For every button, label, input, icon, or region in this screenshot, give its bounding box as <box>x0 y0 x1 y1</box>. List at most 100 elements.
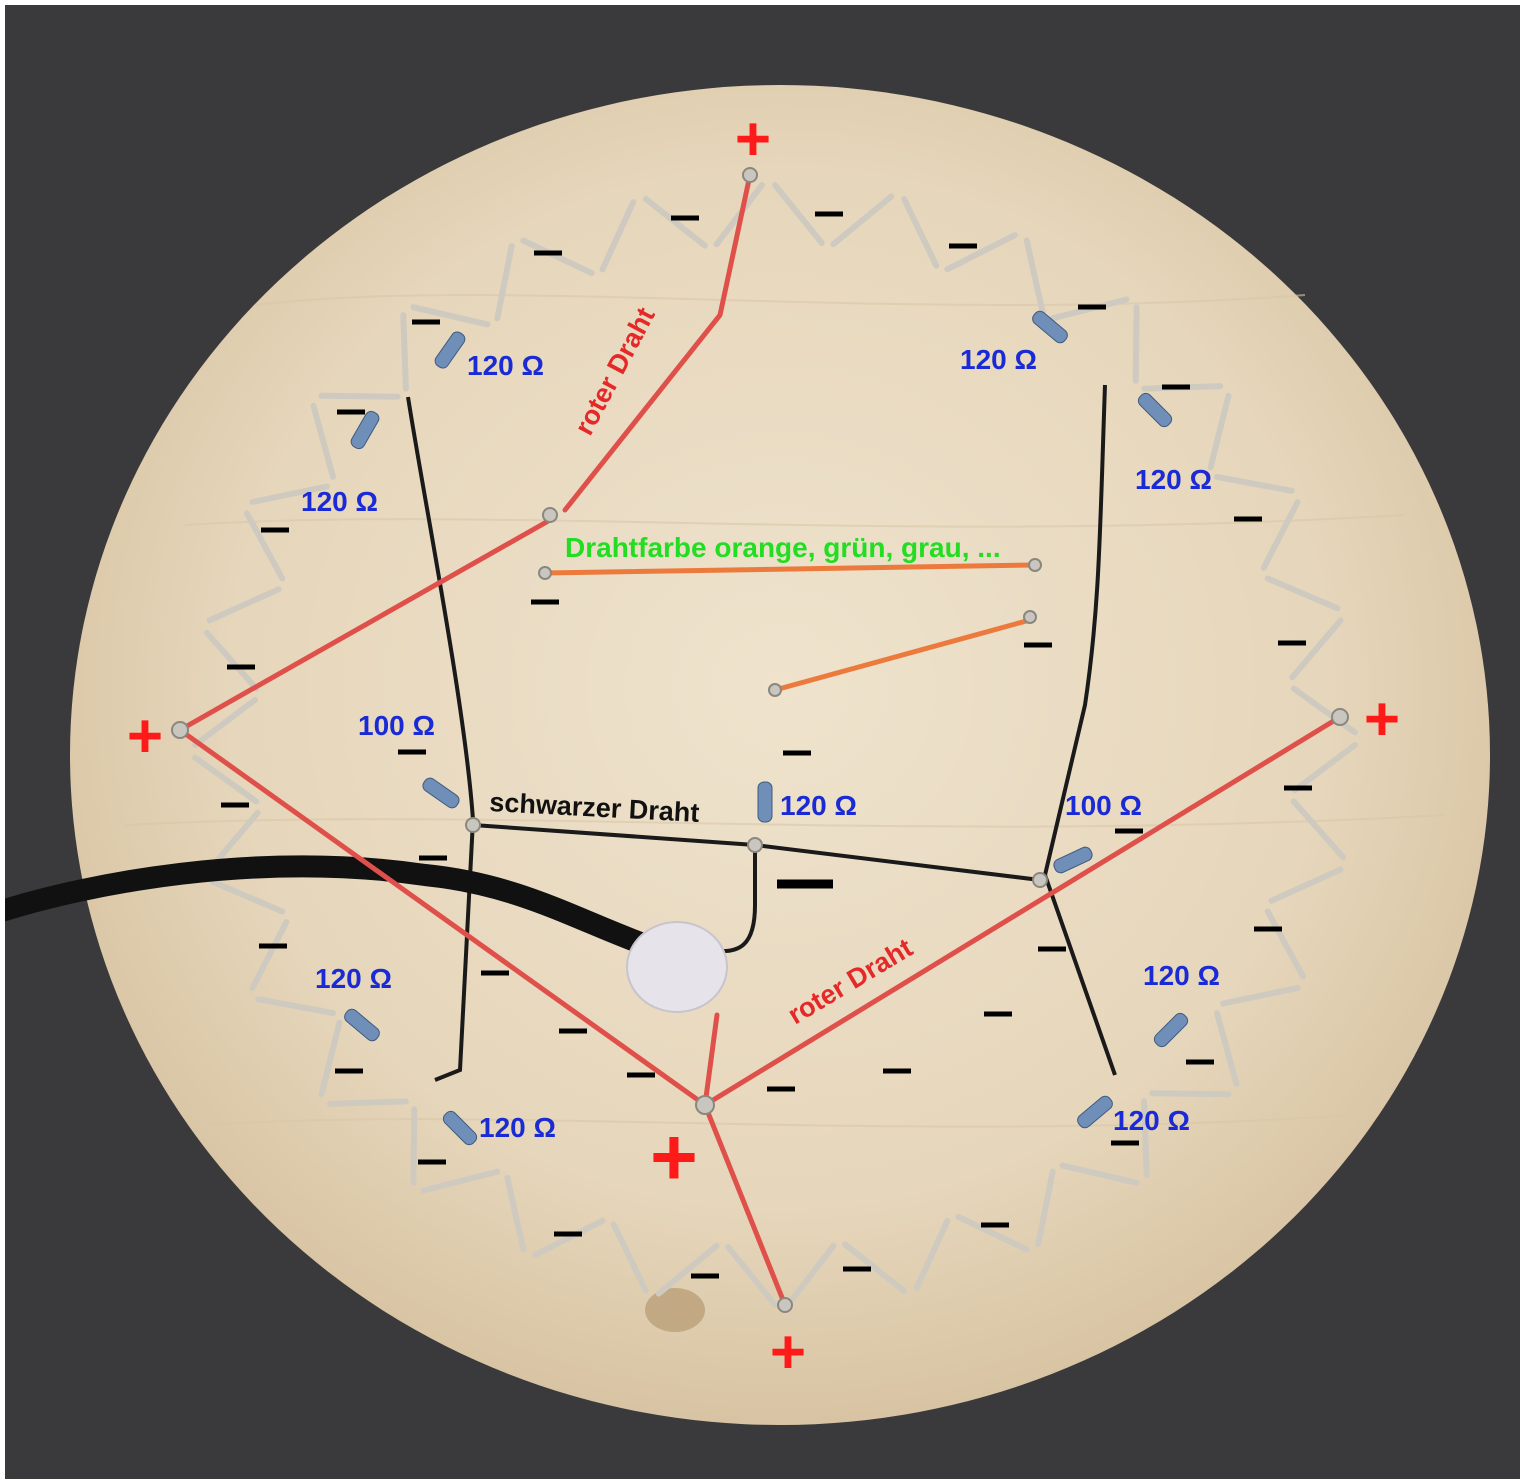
led-lead <box>785 1242 837 1308</box>
led-lead <box>1214 473 1295 494</box>
led-lead <box>192 754 260 805</box>
resistor <box>350 410 380 450</box>
photo-frame: + + + + + 120 Ω 120 Ω 120 Ω 120 Ω 100 Ω … <box>5 5 1520 1479</box>
led-lead <box>944 232 1018 273</box>
led-lead <box>326 1098 409 1107</box>
led-lead <box>532 1217 606 1258</box>
resistor <box>1077 1095 1113 1129</box>
power-cable <box>5 855 671 961</box>
label-wire-color-note: Drahtfarbe orange, grün, grau, ... <box>565 532 1001 563</box>
joint-orange-4 <box>768 683 782 697</box>
resistor <box>422 777 460 809</box>
orange-wire-long <box>542 562 1038 576</box>
label-r-top-left-2: 120 Ω <box>301 486 378 517</box>
led-lead <box>410 304 491 328</box>
minus-marker <box>534 250 562 256</box>
minus-marker <box>1186 1059 1214 1065</box>
joint-bottom <box>695 1095 715 1115</box>
minus-marker <box>1115 828 1143 834</box>
minus-marker <box>559 1028 587 1034</box>
plus-left: + <box>127 702 163 771</box>
label-r-left-100: 100 Ω <box>358 710 435 741</box>
minus-marker <box>777 879 833 889</box>
led-lead <box>1220 985 1301 1007</box>
resistor <box>1053 846 1093 874</box>
red-wires <box>177 172 1343 1308</box>
resistor <box>1153 1012 1189 1048</box>
minus-marker <box>1078 304 1106 310</box>
led-lead <box>725 1244 778 1308</box>
led-lead <box>249 483 330 505</box>
led-lead <box>642 196 708 249</box>
led-lead <box>1289 617 1344 681</box>
minus-markers <box>221 211 1312 1279</box>
joint-red-top <box>542 507 558 523</box>
red-wire-glue <box>702 1012 720 1108</box>
resistors <box>344 310 1189 1146</box>
joint-right-mid <box>1032 872 1048 888</box>
plus-bottom-center: + <box>650 1112 698 1203</box>
minus-marker <box>412 319 440 325</box>
led-lead <box>772 182 825 246</box>
led-lead <box>310 402 336 480</box>
joint-orange-1 <box>538 566 552 580</box>
minus-marker <box>627 1072 655 1078</box>
led-lead <box>1149 1090 1232 1098</box>
resistor <box>442 1110 478 1146</box>
label-r-top-right-1: 120 Ω <box>960 344 1037 375</box>
plus-markers: + + + + + <box>127 105 1400 1387</box>
minus-marker <box>259 943 287 949</box>
joint-orange-3 <box>1023 610 1037 624</box>
led-lead <box>1035 1168 1056 1247</box>
led-lead <box>1059 1162 1140 1186</box>
led-lead <box>1290 798 1347 861</box>
led-lead <box>243 510 286 582</box>
minus-marker <box>815 211 843 217</box>
label-r-top-right-2: 120 Ω <box>1135 464 1212 495</box>
minus-marker <box>1254 926 1282 932</box>
led-lead <box>1141 1098 1150 1178</box>
label-r-bottom-left-2: 120 Ω <box>479 1112 556 1143</box>
minus-marker <box>1111 1140 1139 1146</box>
red-wire-left-up <box>177 517 553 733</box>
red-wire-left-down <box>177 727 708 1108</box>
minus-marker <box>783 750 811 756</box>
led-lead <box>504 1174 527 1253</box>
minus-marker <box>984 1011 1012 1017</box>
minus-marker <box>418 1159 446 1165</box>
minus-marker <box>261 527 289 533</box>
led-lead <box>520 237 595 277</box>
minus-marker <box>883 1068 911 1074</box>
minus-marker <box>981 1222 1009 1228</box>
led-lead <box>255 996 336 1017</box>
minus-marker <box>554 1231 582 1237</box>
wooden-board <box>70 85 1490 1425</box>
minus-marker <box>1234 516 1262 522</box>
resistor <box>344 1008 380 1042</box>
joint-left-mid <box>465 817 481 833</box>
minus-marker <box>531 599 559 605</box>
minus-marker <box>481 970 509 976</box>
orange-wires <box>542 562 1038 693</box>
minus-marker <box>227 664 255 670</box>
minus-marker <box>767 1086 795 1092</box>
led-lead <box>955 1213 1030 1253</box>
led-lead <box>913 1217 951 1291</box>
minus-marker <box>1284 785 1312 791</box>
minus-marker <box>1162 384 1190 390</box>
led-lead <box>1290 685 1358 736</box>
led-lead <box>1291 742 1358 794</box>
led-lead <box>206 586 282 624</box>
minus-marker <box>1278 640 1306 646</box>
led-lead <box>203 629 260 692</box>
label-r-top-left-1: 120 Ω <box>467 350 544 381</box>
led-lead <box>901 196 940 269</box>
led-lead <box>1132 304 1140 384</box>
wood-knot <box>645 1288 705 1332</box>
led-lead <box>1023 237 1046 316</box>
solder-joints <box>171 167 1349 1313</box>
label-r-bottom-right-2: 120 Ω <box>1113 1105 1190 1136</box>
red-wire-right <box>702 714 1343 1108</box>
led-chain <box>192 182 1358 1308</box>
led-lead <box>249 919 290 991</box>
